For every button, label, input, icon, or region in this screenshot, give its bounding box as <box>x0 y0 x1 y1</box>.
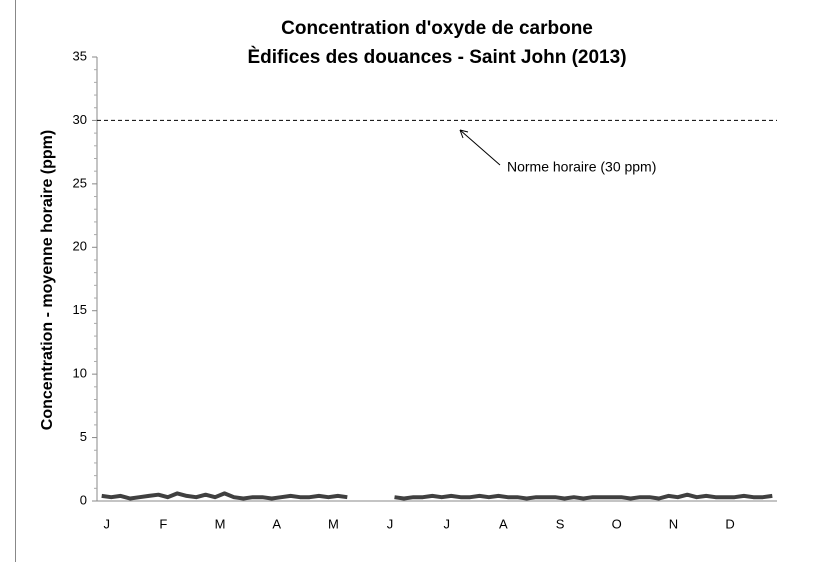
y-tick-label: 15 <box>73 302 87 317</box>
annotation-arrow <box>459 129 501 166</box>
x-tick-label: J <box>443 516 450 531</box>
y-tick-label: 0 <box>80 492 87 507</box>
data-line <box>394 492 773 501</box>
x-tick-label: M <box>215 516 226 531</box>
y-tick-label: 25 <box>73 175 87 190</box>
x-tick-label: M <box>328 516 339 531</box>
x-tick-label: O <box>612 516 622 531</box>
x-tick-label: S <box>556 516 565 531</box>
x-tick-label: A <box>272 516 281 531</box>
chart-frame <box>15 0 16 562</box>
x-tick-label: J <box>103 516 110 531</box>
annotation-arrowhead <box>459 129 469 139</box>
x-tick-label: F <box>159 516 167 531</box>
y-tick-label: 20 <box>73 239 87 254</box>
y-axis-label: Concentration - moyenne horaire (ppm) <box>39 130 56 430</box>
y-tick-label: 5 <box>80 429 87 444</box>
chart-subtitle: Èdifices des douances - Saint John (2013… <box>247 46 626 68</box>
x-tick-label: D <box>725 516 734 531</box>
x-tick-label: A <box>499 516 508 531</box>
data-line <box>101 491 348 501</box>
y-tick-label: 30 <box>73 112 87 127</box>
x-tick-label: N <box>669 516 678 531</box>
y-tick-label: 10 <box>73 366 87 381</box>
annotation: Norme horaire (30 ppm) <box>507 159 656 175</box>
x-tick-label: J <box>387 516 394 531</box>
y-tick-label: 35 <box>73 48 87 63</box>
chart-title: Concentration d'oxyde de carbone <box>281 18 593 39</box>
